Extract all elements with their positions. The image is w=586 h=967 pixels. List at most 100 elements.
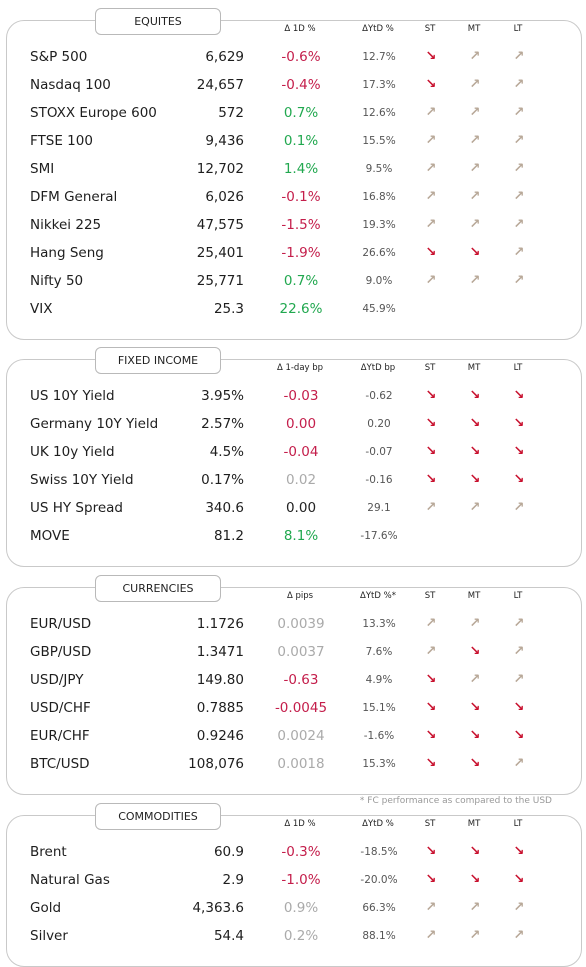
trend-st-arrow-down-right-icon: ↘ [425,245,437,260]
daily-change: -0.63 [283,672,319,688]
trend-mt-arrow-down-right-icon: ↘ [469,756,481,771]
header-change: Δ pips [286,591,314,601]
trend-mt-arrow-up-right-icon: ↗ [469,500,481,515]
ytd-change: 12.7% [362,51,396,63]
ytd-change: 29.1 [367,502,391,514]
instrument-name: STOXX Europe 600 [30,105,157,121]
ytd-change: 16.8% [362,191,396,203]
trend-lt-arrow-up-right-icon: ↗ [513,616,525,631]
daily-change: 0.0018 [277,756,325,772]
ytd-change: 45.9% [362,303,396,315]
trend-lt-arrow-down-right-icon: ↘ [513,416,525,431]
table-row: MOVE 81.2 8.1% -17.6% [7,522,581,550]
table-row: UK 10y Yield 4.5% -0.04 -0.07 ↘ ↘ ↘ [7,438,581,466]
instrument-name: EUR/USD [30,616,92,632]
instrument-name: Nikkei 225 [30,217,102,233]
instrument-level: 3.95% [201,388,244,404]
instrument-level: 4.5% [209,444,244,460]
table-row: Germany 10Y Yield 2.57% 0.00 0.20 ↘ ↘ ↘ [7,410,581,438]
table-row: VIX 25.3 22.6% 45.9% [7,295,581,323]
trend-lt-arrow-up-right-icon: ↗ [513,217,525,232]
commodities-section-title: COMMODITIES [95,803,221,830]
table-row: Swiss 10Y Yield 0.17% 0.02 -0.16 ↘ ↘ ↘ [7,466,581,494]
daily-change: 22.6% [279,301,323,317]
equites-panel: S&P 500 6,629 -0.6% 12.7% ↘ ↗ ↗ Nasdaq 100 24,65… [6,20,582,340]
table-row: US HY Spread 340.6 0.00 29.1 ↗ ↗ ↗ [7,494,581,522]
trend-mt-arrow-up-right-icon: ↗ [469,189,481,204]
ytd-change: -17.6% [360,530,398,542]
ytd-change: -0.16 [365,474,393,486]
instrument-level: 4,363.6 [192,900,244,916]
trend-lt-arrow-down-right-icon: ↘ [513,700,525,715]
trend-mt-arrow-down-right-icon: ↘ [469,728,481,743]
ytd-change: -20.0% [360,874,398,886]
fixed-income-section-title: FIXED INCOME [95,347,221,374]
trend-st-arrow-up-right-icon: ↗ [425,928,437,943]
trend-mt-arrow-up-right-icon: ↗ [469,49,481,64]
daily-change: 8.1% [283,528,319,544]
daily-change: 0.9% [283,900,319,916]
ytd-change: 26.6% [362,247,396,259]
daily-change: 0.0037 [277,644,325,660]
instrument-name: VIX [30,301,53,317]
trend-mt-arrow-down-right-icon: ↘ [469,388,481,403]
instrument-level: 0.17% [201,472,244,488]
instrument-name: Hang Seng [30,245,104,261]
trend-st-arrow-down-right-icon: ↘ [425,416,437,431]
trend-mt-arrow-down-right-icon: ↘ [469,472,481,487]
instrument-level: 2.9 [222,872,244,888]
ytd-change: 19.3% [362,219,396,231]
instrument-level: 149.80 [196,672,244,688]
instrument-name: S&P 500 [30,49,88,65]
daily-change: 0.7% [283,105,319,121]
instrument-level: 1.3471 [196,644,244,660]
table-row: Gold 4,363.6 0.9% 66.3% ↗ ↗ ↗ [7,894,581,922]
trend-lt-arrow-up-right-icon: ↗ [513,189,525,204]
table-row: Silver 54.4 0.2% 88.1% ↗ ↗ ↗ [7,922,581,950]
trend-st-arrow-down-right-icon: ↘ [425,872,437,887]
instrument-name: MOVE [30,528,70,544]
trend-st-arrow-up-right-icon: ↗ [425,161,437,176]
currency-footnote: * FC performance as compared to the USD [359,796,552,806]
ytd-change: 12.6% [362,107,396,119]
table-row: BTC/USD 108,076 0.0018 15.3% ↘ ↘ ↗ [7,750,581,778]
instrument-level: 0.7885 [196,700,244,716]
instrument-level: 340.6 [205,500,244,516]
trend-st-arrow-up-right-icon: ↗ [425,189,437,204]
trend-st-arrow-up-right-icon: ↗ [425,273,437,288]
instrument-name: Nasdaq 100 [30,77,111,93]
trend-mt-arrow-down-right-icon: ↘ [469,444,481,459]
trend-lt-arrow-down-right-icon: ↘ [513,872,525,887]
daily-change: -0.4% [281,77,321,93]
trend-lt-arrow-up-right-icon: ↗ [513,133,525,148]
instrument-level: 81.2 [213,528,244,544]
trend-mt-arrow-up-right-icon: ↗ [469,77,481,92]
daily-change: -1.9% [281,245,321,261]
instrument-level: 9,436 [205,133,244,149]
trend-mt-arrow-down-right-icon: ↘ [469,844,481,859]
trend-lt-arrow-down-right-icon: ↘ [513,728,525,743]
daily-change: -0.1% [281,189,321,205]
header-lt: LT [513,24,523,34]
instrument-level: 24,657 [196,77,244,93]
trend-lt-arrow-down-right-icon: ↘ [513,472,525,487]
ytd-change: 4.9% [365,674,393,686]
instrument-level: 1.1726 [196,616,244,632]
daily-change: -0.3% [281,844,321,860]
table-row: S&P 500 6,629 -0.6% 12.7% ↘ ↗ ↗ [7,43,581,71]
ytd-change: -1.6% [363,730,395,742]
fixed-income-panel: US 10Y Yield 3.95% -0.03 -0.62 ↘ ↘ ↘ Germany 10… [6,359,582,567]
instrument-level: 6,026 [205,189,244,205]
trend-st-arrow-up-right-icon: ↗ [425,616,437,631]
commodities-panel: Brent 60.9 -0.3% -18.5% ↘ ↘ ↘ Natural Gas 2.9 -1.… [6,815,582,967]
ytd-change: -0.62 [365,390,393,402]
table-row: EUR/CHF 0.9246 0.0024 -1.6% ↘ ↘ ↘ [7,722,581,750]
header-change: Δ 1-day bp [276,363,324,373]
instrument-name: Germany 10Y Yield [30,416,159,432]
header-ytd: ΔYtD % [362,24,394,34]
table-row: GBP/USD 1.3471 0.0037 7.6% ↗ ↘ ↗ [7,638,581,666]
table-row: Nikkei 225 47,575 -1.5% 19.3% ↗ ↗ ↗ [7,211,581,239]
daily-change: -0.03 [283,388,319,404]
instrument-name: Silver [30,928,68,944]
trend-lt-arrow-up-right-icon: ↗ [513,49,525,64]
